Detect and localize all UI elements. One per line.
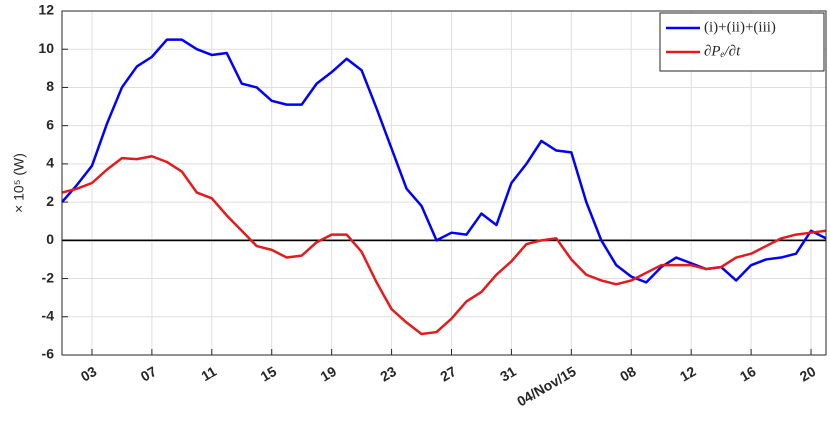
- y-tick-label: 0: [46, 231, 54, 247]
- x-tick-label: 04/Nov/15: [514, 363, 579, 410]
- y-axis-label: × 10⁵ (W): [11, 153, 27, 213]
- y-tick-label: 12: [38, 2, 54, 18]
- x-tick-label: 03: [78, 363, 100, 385]
- legend-label: (i)+(ii)+(iii): [704, 19, 776, 35]
- y-tick-label: 6: [46, 116, 54, 132]
- y-tick-label: -6: [42, 346, 55, 362]
- x-tick-label: 19: [318, 363, 340, 385]
- x-tick-label: 20: [797, 363, 819, 385]
- legend-label: ∂Pₑ/∂t: [704, 43, 741, 59]
- x-tick-label: 15: [258, 363, 280, 385]
- x-tick-label: 16: [737, 363, 759, 385]
- x-tick-label: 08: [617, 363, 639, 385]
- y-tick-label: -4: [42, 307, 55, 323]
- y-tick-label: 4: [46, 155, 54, 171]
- x-tick-label: 11: [198, 363, 219, 384]
- x-tick-label: 27: [437, 363, 459, 385]
- x-tick-label: 12: [677, 363, 699, 385]
- plot-frame: [61, 10, 827, 356]
- x-tick-label: 23: [377, 363, 399, 385]
- series-line: [61, 154, 827, 336]
- y-tick-label: 2: [46, 193, 54, 209]
- y-tick-label: -2: [42, 269, 55, 285]
- y-tick-label: 10: [38, 40, 54, 56]
- y-tick-label: 8: [46, 78, 54, 94]
- series-line: [61, 38, 827, 284]
- x-tick-label: 07: [138, 363, 160, 385]
- legend-box: [659, 12, 825, 72]
- x-tick-label: 31: [497, 363, 519, 385]
